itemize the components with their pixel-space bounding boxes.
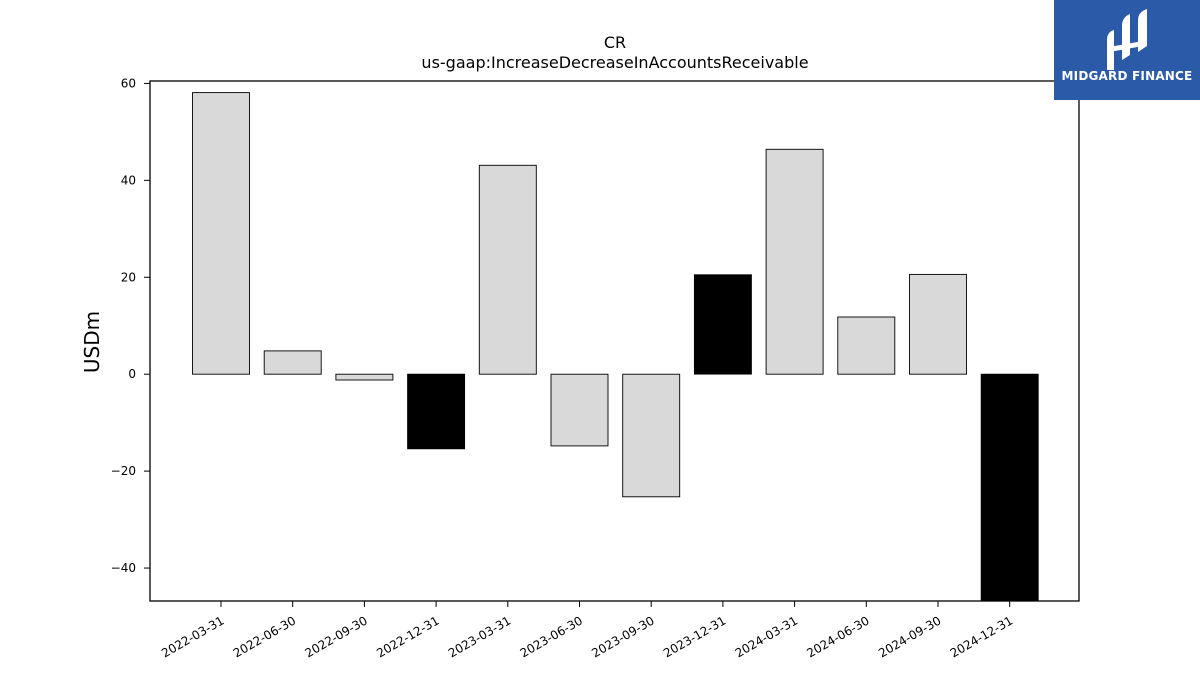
y-axis-label: USDm	[80, 311, 104, 373]
x-tick-label: 2023-06-30	[518, 613, 585, 660]
x-tick-label: 2022-12-31	[374, 613, 441, 660]
x-tick-label: 2023-12-31	[661, 613, 728, 660]
bar-2024-06-30	[837, 316, 896, 375]
chart-subtitle: us-gaap:IncreaseDecreaseInAccountsReceiv…	[421, 53, 808, 72]
x-tick-label: 2024-12-31	[948, 613, 1015, 660]
y-tick-label: −20	[111, 464, 136, 478]
bar-2022-03-31	[192, 92, 250, 375]
y-tick-label: 20	[121, 270, 136, 284]
bars-group	[192, 92, 1039, 602]
bar-2024-09-30	[909, 273, 967, 375]
bar-2023-09-30	[622, 373, 681, 498]
chart-title: CR	[604, 33, 626, 52]
y-tick-label: 60	[121, 76, 136, 90]
x-tick-label: 2022-06-30	[231, 613, 298, 660]
bar-2024-12-31	[980, 373, 1039, 602]
x-tick-label: 2023-09-30	[589, 613, 656, 660]
bar-2023-03-31	[478, 164, 537, 375]
bar-2024-03-31	[765, 148, 824, 375]
x-tick-label: 2024-03-31	[733, 613, 800, 660]
plot-frame	[149, 80, 1080, 602]
x-axis: 2022-03-31 2022-06-30 2022-09-30 2022-12-31…	[159, 601, 1015, 660]
y-tick-label: 40	[121, 173, 136, 187]
x-tick-label: 2022-09-30	[302, 613, 369, 660]
x-tick-label: 2024-06-30	[804, 613, 871, 660]
x-tick-label: 2023-03-31	[446, 613, 513, 660]
bar-2022-09-30	[335, 373, 394, 381]
y-tick-label: 0	[128, 367, 136, 381]
bar-2023-12-31	[693, 274, 752, 375]
logo-mark-icon	[1107, 9, 1147, 70]
bar-2022-06-30	[263, 350, 322, 375]
x-tick-label: 2022-03-31	[159, 613, 226, 660]
logo-text: MIDGARD FINANCE	[1061, 69, 1193, 83]
bar-2023-06-30	[550, 373, 609, 447]
bar-2022-12-31	[407, 373, 466, 450]
midgard-finance-logo: MIDGARD FINANCE	[1054, 0, 1200, 100]
y-tick-label: −40	[111, 561, 136, 575]
x-tick-label: 2024-09-30	[876, 613, 943, 660]
y-axis: 60 40 20 0 −20 −40	[111, 76, 150, 575]
